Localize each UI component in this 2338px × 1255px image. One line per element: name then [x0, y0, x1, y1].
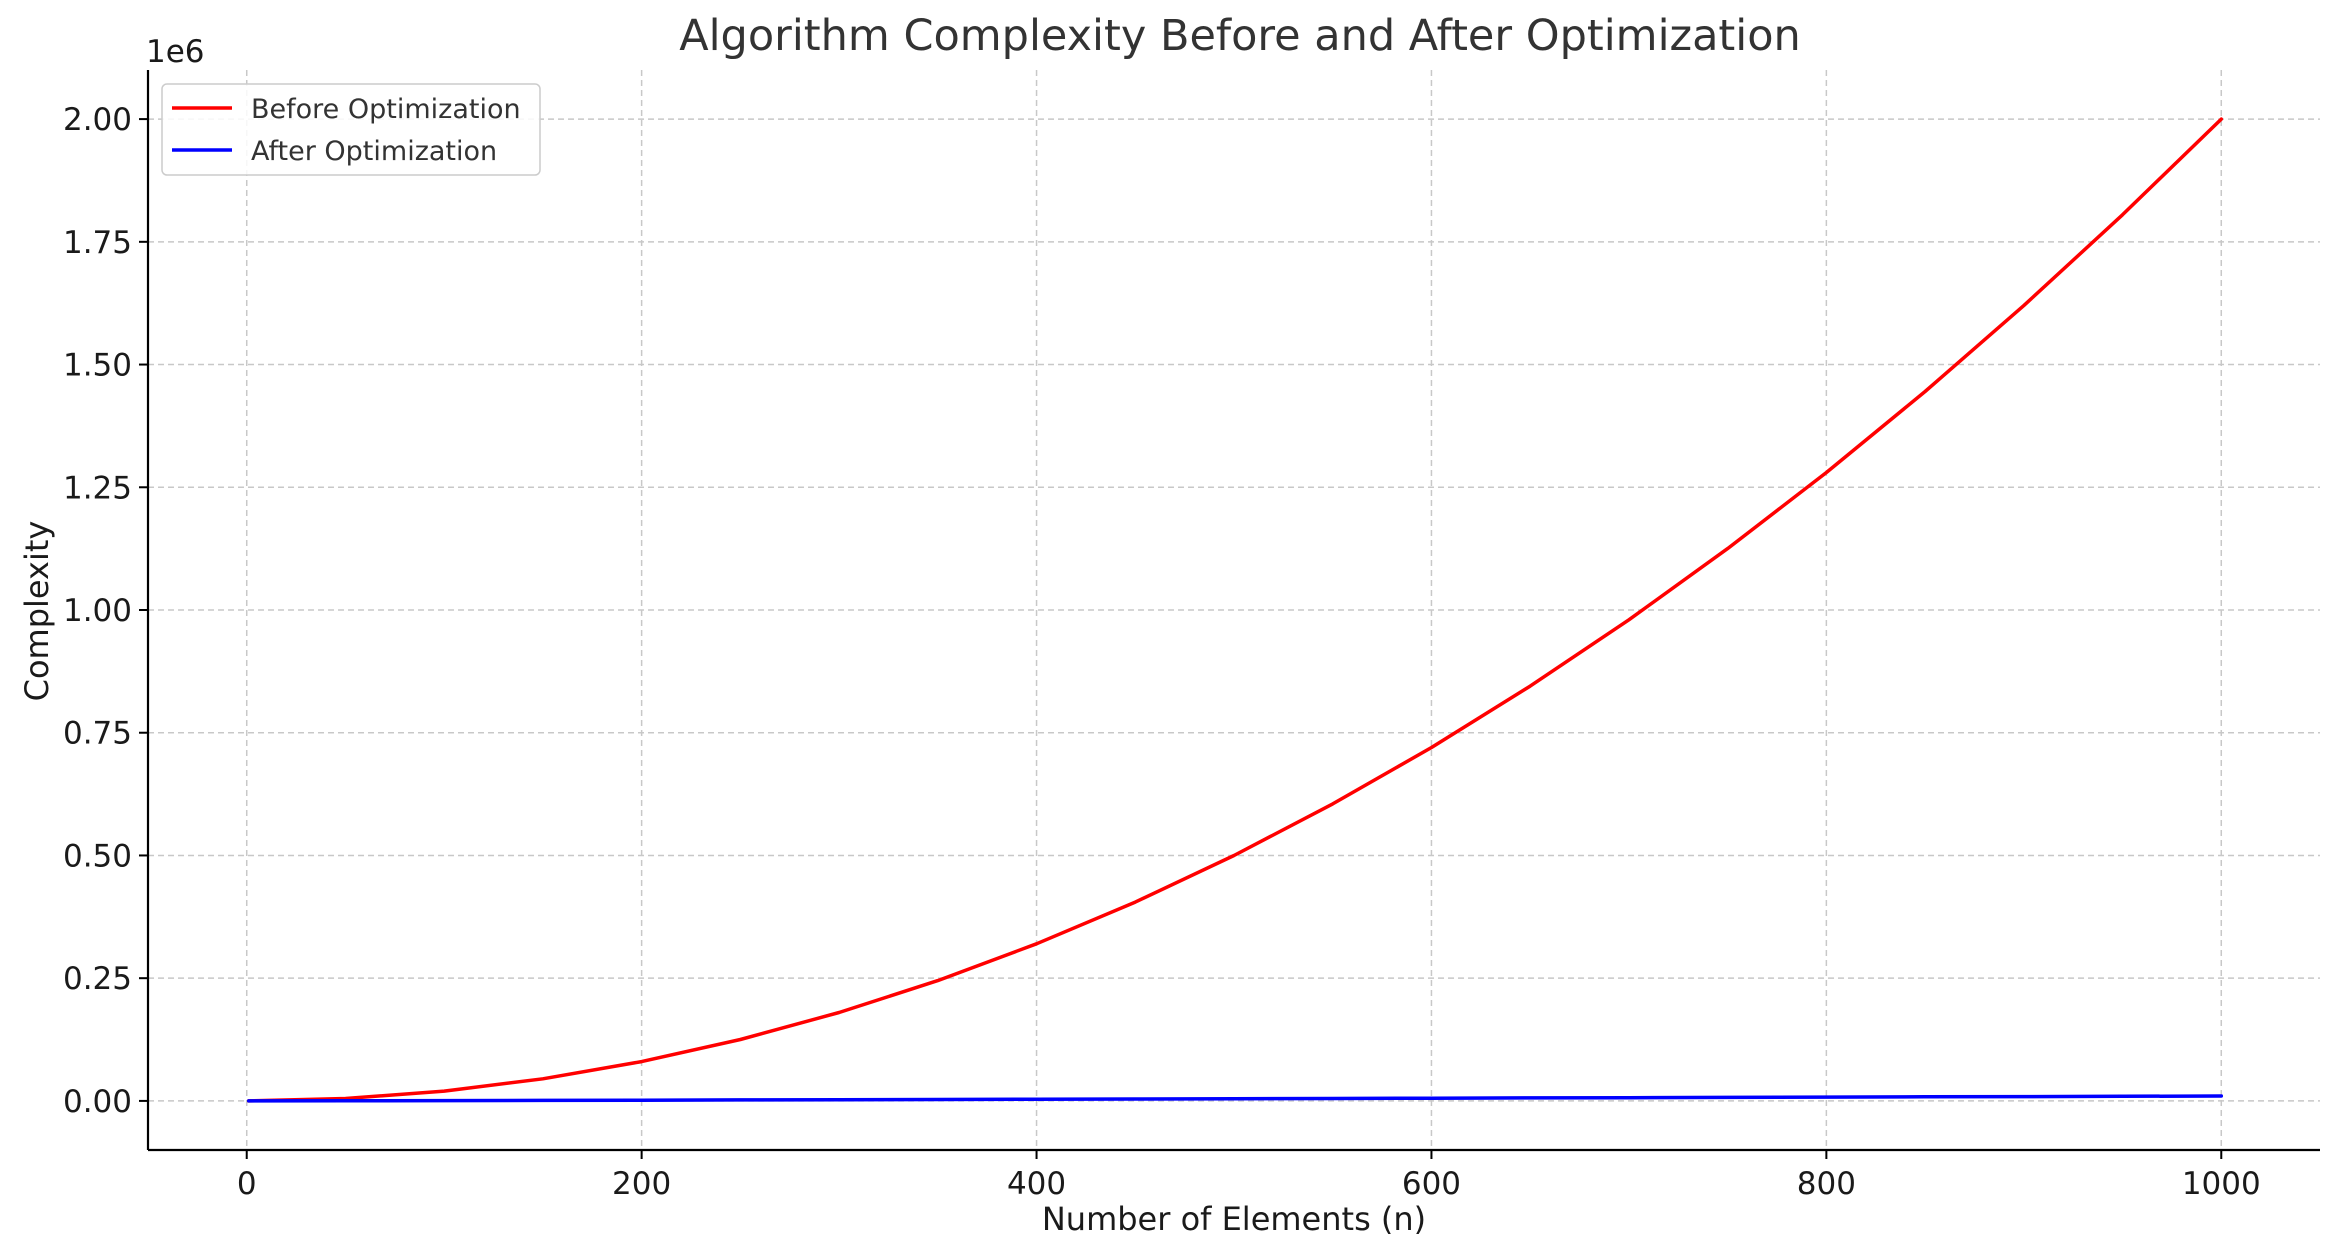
series-line-before-optimization — [246, 117, 2224, 1103]
x-tick-label: 0 — [237, 1166, 257, 1202]
y-tick-label: 0.00 — [63, 1084, 132, 1120]
y-offset-label: 1e6 — [146, 34, 205, 70]
y-tick-label: 1.00 — [63, 593, 132, 629]
x-tick-label: 200 — [612, 1166, 671, 1202]
y-tick-label: 1.75 — [63, 225, 132, 261]
y-tick-label: 0.50 — [63, 838, 132, 874]
legend-label-before-optimization: Before Optimization — [251, 94, 521, 125]
x-tick-label: 800 — [1797, 1166, 1856, 1202]
y-axis-label: Complexity — [18, 521, 56, 702]
y-tick-label: 1.25 — [63, 470, 132, 506]
y-tick-label: 0.75 — [63, 716, 132, 752]
ticks: 0 200 400 600 800 1000 0.00 0.25 0.50 0.75 1.00 1.2… — [63, 102, 2261, 1202]
x-axis-label: Number of Elements (n) — [1042, 1200, 1426, 1238]
chart-title: Algorithm Complexity Before and After Op… — [679, 11, 1801, 61]
x-tick-label: 1000 — [2182, 1166, 2261, 1202]
y-tick-label: 1.50 — [63, 348, 132, 384]
x-tick-label: 400 — [1007, 1166, 1066, 1202]
legend: Before Optimization After Optimization — [161, 83, 541, 176]
series-line-after-optimization — [246, 1094, 2224, 1103]
x-tick-label: 600 — [1402, 1166, 1461, 1202]
legend-label-after-optimization: After Optimization — [251, 136, 497, 167]
series-lines — [246, 117, 2224, 1103]
y-tick-label: 0.25 — [63, 961, 132, 997]
y-tick-label: 2.00 — [63, 102, 132, 138]
grid-lines — [148, 70, 2320, 1150]
legend-box — [161, 83, 541, 176]
